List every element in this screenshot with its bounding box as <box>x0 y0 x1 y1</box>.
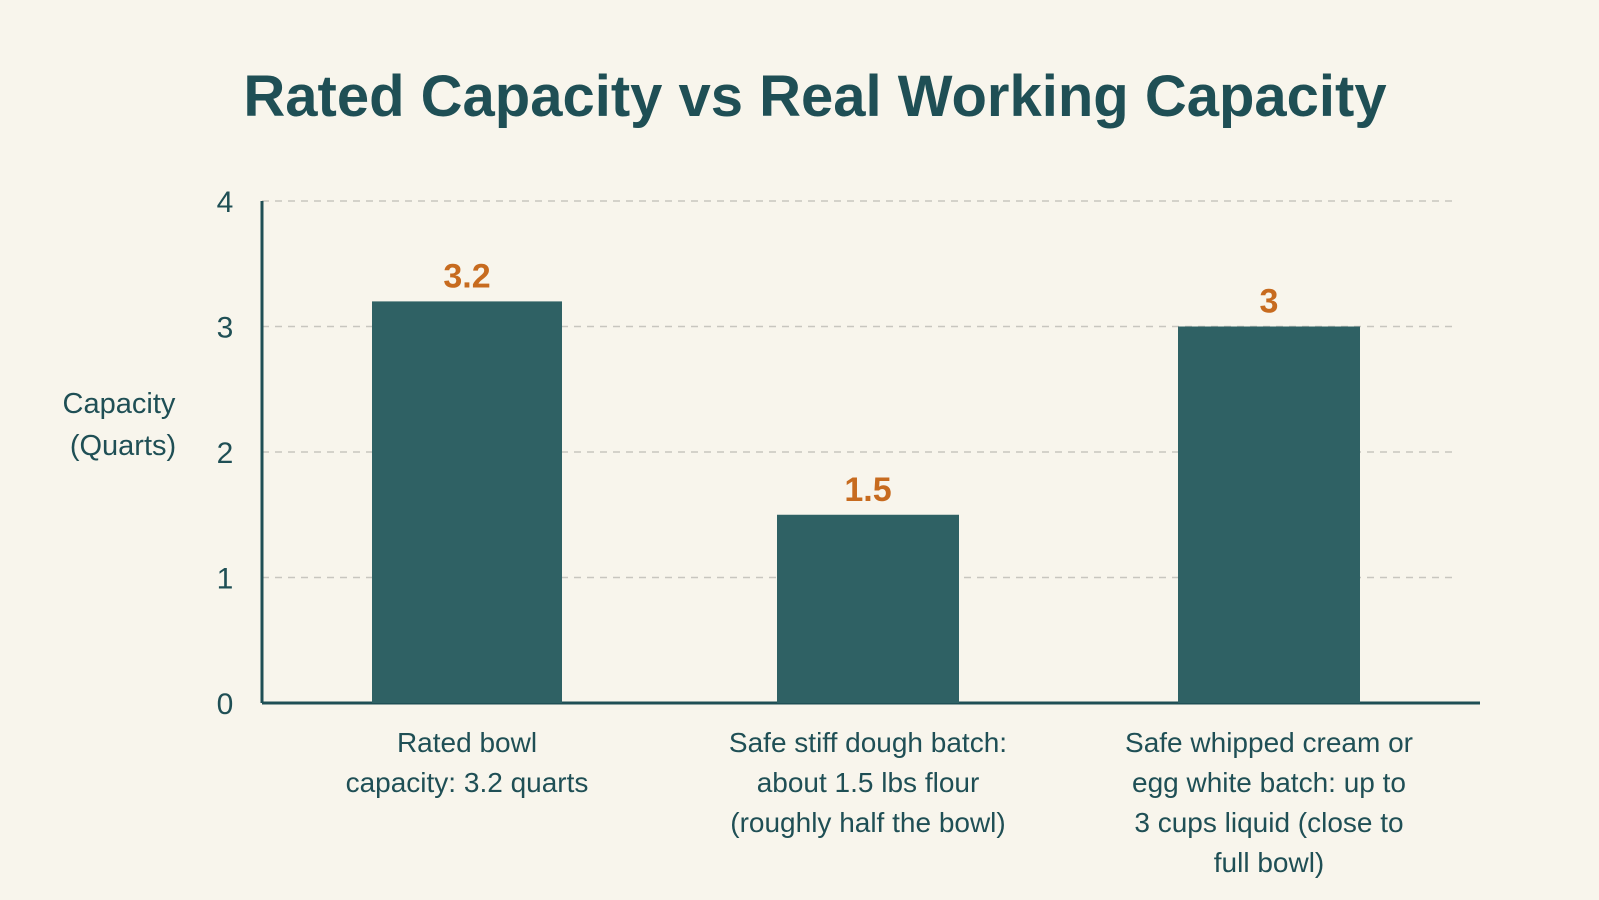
category-label-3-line-4: full bowl) <box>1214 847 1324 878</box>
category-label-2: Safe stiff dough batch: about 1.5 lbs flo… <box>729 727 1007 838</box>
category-label-1-line-1: Rated bowl <box>397 727 537 758</box>
bar-2 <box>777 514 959 703</box>
y-axis-title-line-1: Capacity <box>63 388 176 420</box>
bars <box>372 301 1360 703</box>
category-label-3-line-1: Safe whipped cream or <box>1125 727 1413 758</box>
category-label-3-line-2: egg white batch: up to <box>1132 767 1406 798</box>
y-tick-label-0: 0 <box>217 688 234 721</box>
category-label-2-line-2: about 1.5 lbs flour <box>757 767 980 798</box>
bar-3 <box>1178 326 1360 703</box>
category-label-2-line-1: Safe stiff dough batch: <box>729 727 1007 758</box>
y-tick-label-3: 3 <box>217 312 234 345</box>
y-tick-label-1: 1 <box>217 563 234 596</box>
chart-title: Rated Capacity vs Real Working Capacity <box>243 64 1386 129</box>
category-label-2-line-3: (roughly half the bowl) <box>730 807 1005 838</box>
category-label-1-line-2: capacity: 3.2 quarts <box>346 767 589 798</box>
value-label-3: 3 <box>1260 283 1279 321</box>
y-axis-title-line-2: (Quarts) <box>70 430 176 462</box>
y-tick-label-2: 2 <box>217 437 234 470</box>
y-tick-label-4: 4 <box>217 186 234 219</box>
bar-1 <box>372 301 562 703</box>
category-label-1: Rated bowl capacity: 3.2 quarts <box>346 727 589 798</box>
labels: 0 1 2 3 4 3.2 Rated bowl capacity: 3.2 quarts 1.… <box>217 186 1413 878</box>
y-axis-title: Capacity (Quarts) <box>63 388 184 462</box>
category-label-3: Safe whipped cream or egg white batch: up… <box>1125 727 1413 878</box>
value-label-2: 1.5 <box>844 471 891 509</box>
value-label-1: 3.2 <box>443 257 490 295</box>
category-label-3-line-3: 3 cups liquid (close to <box>1134 807 1403 838</box>
